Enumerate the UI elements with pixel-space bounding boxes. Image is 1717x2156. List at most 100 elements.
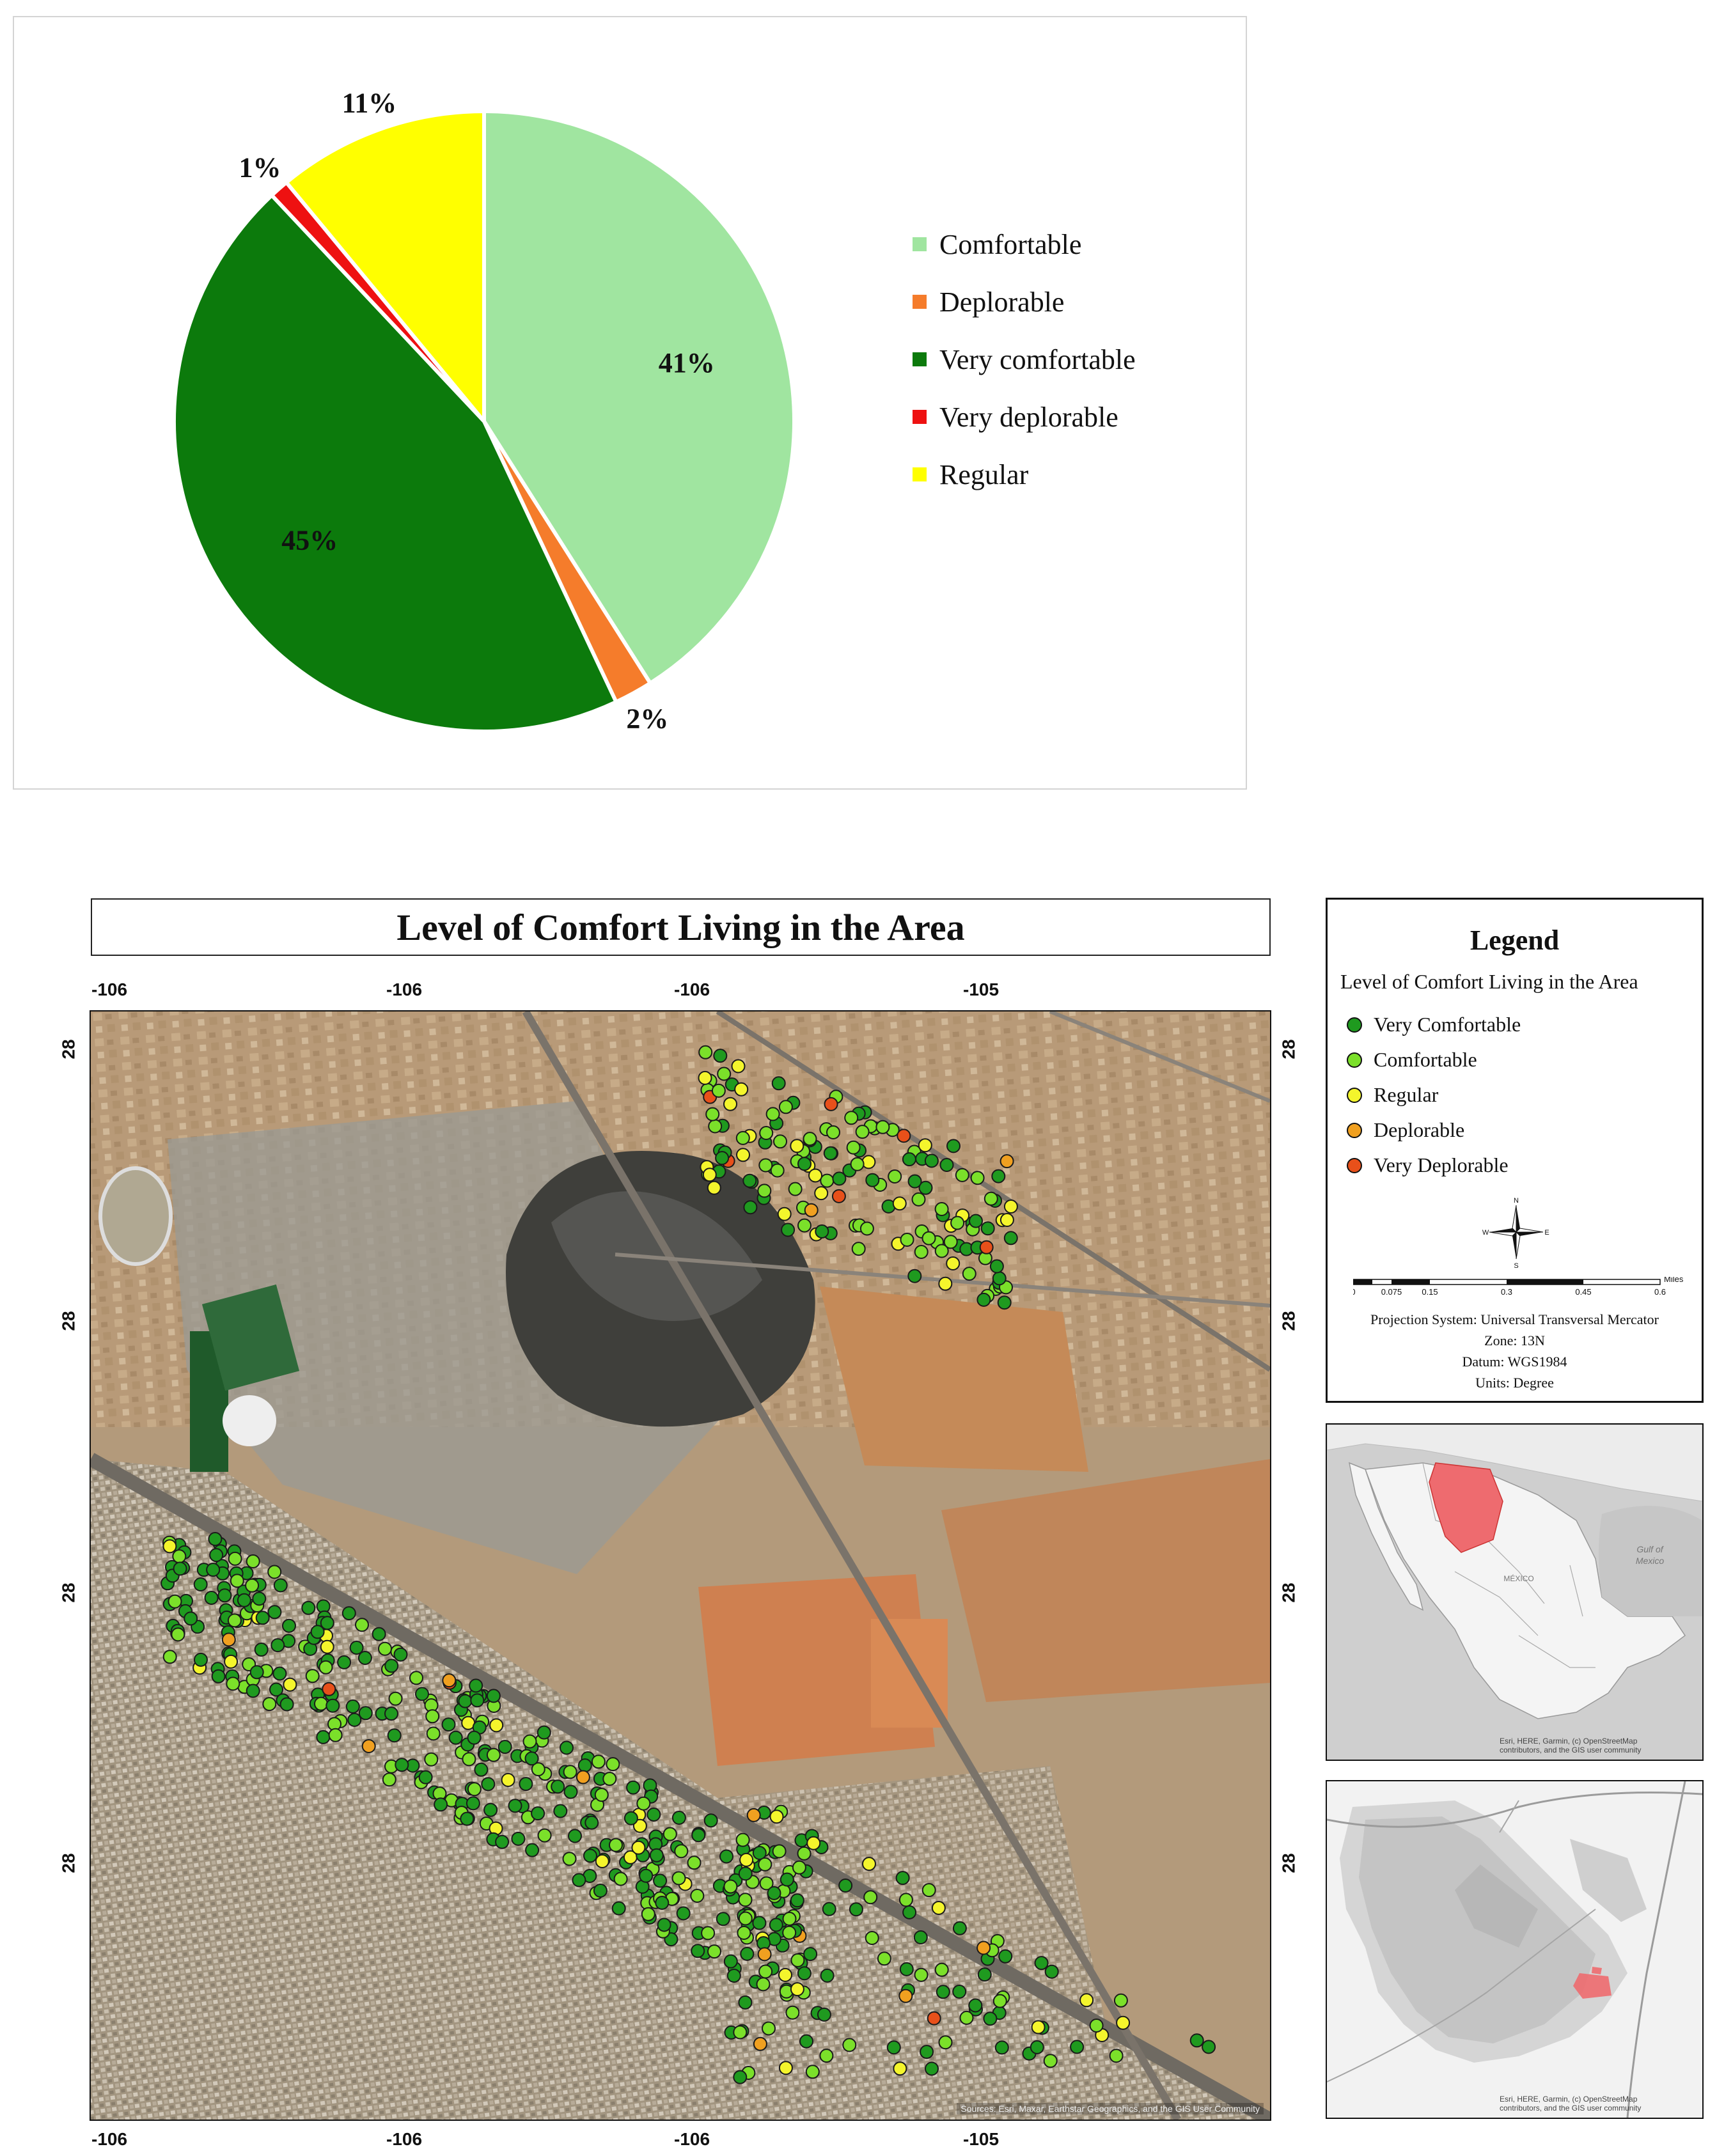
survey-point[interactable] [822,1902,836,1916]
survey-point[interactable] [204,1591,219,1605]
survey-point[interactable] [519,1777,533,1792]
survey-point[interactable] [230,1574,244,1588]
survey-point[interactable] [641,1907,655,1921]
survey-point[interactable] [861,1155,876,1169]
survey-point[interactable] [626,1780,641,1795]
survey-point[interactable] [448,1730,463,1745]
survey-point[interactable] [647,1808,661,1822]
survey-point[interactable] [1079,1993,1094,2008]
survey-point[interactable] [208,1532,223,1546]
survey-point[interactable] [823,1146,838,1160]
survey-point[interactable] [799,2034,813,2049]
survey-point[interactable] [790,1893,804,1908]
survey-point[interactable] [713,1049,728,1063]
survey-point[interactable] [623,1811,638,1825]
survey-point[interactable] [984,1191,998,1206]
survey-point[interactable] [886,2040,901,2055]
survey-point[interactable] [921,1883,936,1898]
survey-point[interactable] [583,1848,597,1863]
survey-point[interactable] [467,1782,482,1797]
survey-point[interactable] [992,1271,1007,1286]
survey-point[interactable] [976,1292,991,1307]
survey-point[interactable] [820,1173,835,1188]
survey-point[interactable] [674,1844,689,1859]
survey-point[interactable] [322,1682,336,1696]
satellite-map[interactable]: Sources: Esri, Maxar, Earthstar Geograph… [90,1010,1271,2121]
survey-point[interactable] [531,1762,545,1777]
survey-point[interactable] [707,1180,721,1195]
survey-point[interactable] [782,1925,797,1940]
survey-point[interactable] [314,1696,328,1711]
survey-point[interactable] [746,1808,761,1822]
survey-point[interactable] [657,1918,671,1932]
survey-point[interactable] [927,2011,941,2026]
survey-point[interactable] [865,1173,880,1187]
survey-point[interactable] [270,1638,285,1653]
survey-point[interactable] [508,1799,522,1813]
survey-point[interactable] [524,1751,539,1766]
survey-point[interactable] [347,1712,362,1727]
survey-point[interactable] [715,1151,730,1166]
survey-point[interactable] [572,1873,586,1887]
survey-point[interactable] [269,1682,283,1697]
survey-point[interactable] [950,1215,965,1230]
survey-point[interactable] [778,1100,793,1114]
survey-point[interactable] [968,1998,983,2013]
survey-point[interactable] [426,1726,441,1741]
survey-point[interactable] [382,1772,396,1787]
survey-point[interactable] [395,1758,409,1772]
survey-point[interactable] [224,1654,239,1669]
survey-point[interactable] [759,1876,774,1891]
survey-point[interactable] [1000,1213,1014,1227]
survey-point[interactable] [969,1214,983,1228]
survey-point[interactable] [921,1231,936,1246]
survey-point[interactable] [918,1180,933,1195]
survey-point[interactable] [842,2038,857,2052]
survey-point[interactable] [563,1785,578,1799]
survey-point[interactable] [458,1694,473,1708]
map-canvas[interactable] [91,1012,1270,2120]
survey-point[interactable] [738,1995,753,2010]
survey-point[interactable] [442,1673,457,1688]
survey-point[interactable] [568,1829,582,1843]
survey-point[interactable] [914,1967,929,1982]
survey-point[interactable] [797,1846,811,1861]
survey-point[interactable] [739,1852,754,1867]
survey-point[interactable] [1000,1154,1014,1169]
survey-point[interactable] [855,1125,870,1139]
survey-point[interactable] [415,1687,429,1701]
survey-point[interactable] [466,1796,480,1811]
survey-point[interactable] [893,2061,907,2076]
survey-point[interactable] [358,1706,373,1721]
survey-point[interactable] [758,1158,773,1173]
survey-point[interactable] [1031,2020,1046,2035]
survey-point[interactable] [325,1698,340,1713]
survey-point[interactable] [898,1893,913,1907]
survey-point[interactable] [254,1643,269,1657]
survey-point[interactable] [994,2040,1009,2055]
survey-point[interactable] [892,1196,907,1211]
survey-point[interactable] [361,1739,376,1753]
survey-point[interactable] [705,1107,720,1121]
survey-point[interactable] [636,1796,651,1811]
survey-point[interactable] [591,1754,606,1769]
survey-point[interactable] [877,1951,891,1966]
survey-point[interactable] [708,1119,723,1134]
survey-point[interactable] [865,1931,879,1945]
survey-point[interactable] [920,2045,934,2059]
survey-point[interactable] [194,1652,208,1667]
survey-point[interactable] [474,1762,489,1777]
survey-point[interactable] [593,1884,608,1898]
survey-point[interactable] [806,1836,821,1850]
survey-point[interactable] [639,1868,654,1883]
survey-point[interactable] [898,1988,913,2003]
survey-point[interactable] [900,1233,914,1247]
survey-point[interactable] [328,1728,343,1742]
survey-point[interactable] [1030,2040,1044,2054]
survey-point[interactable] [486,1747,501,1762]
survey-point[interactable] [227,1613,242,1628]
survey-point[interactable] [698,1045,713,1059]
survey-point[interactable] [907,1174,922,1189]
survey-point[interactable] [838,1879,853,1893]
survey-point[interactable] [756,1977,771,1992]
